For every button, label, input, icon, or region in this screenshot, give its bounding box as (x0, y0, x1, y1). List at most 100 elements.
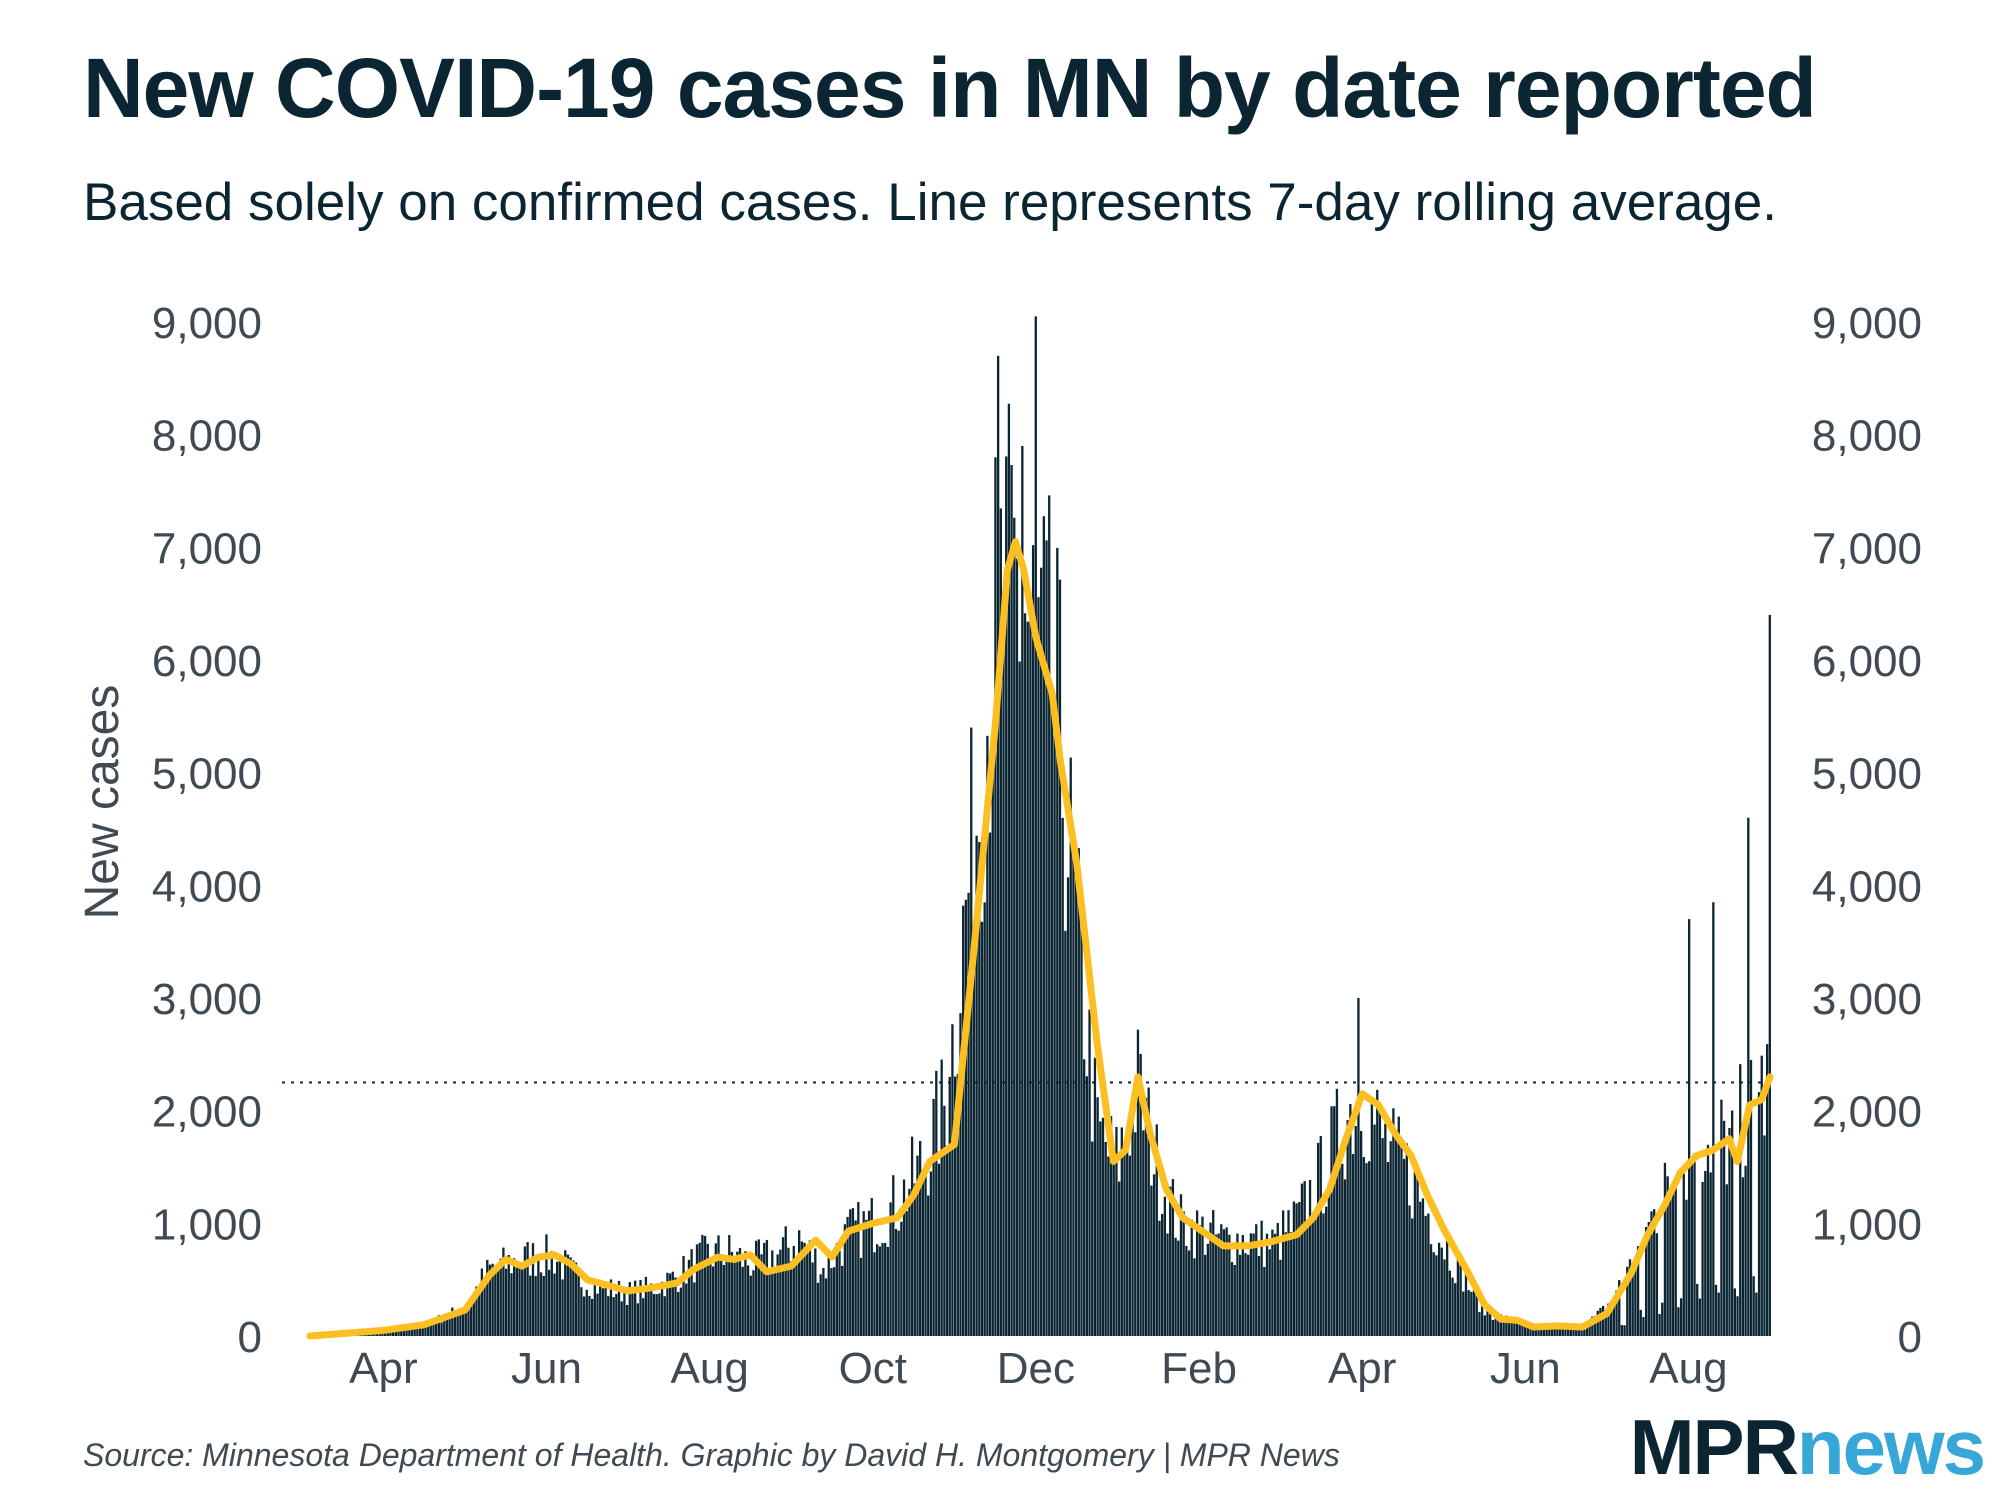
daily-case-bar (784, 1226, 787, 1336)
daily-case-bar (948, 1076, 951, 1336)
daily-case-bar (1389, 1141, 1392, 1336)
daily-case-bar (448, 1312, 451, 1336)
daily-case-bar (1429, 1244, 1433, 1336)
daily-case-bar (1220, 1224, 1223, 1336)
daily-case-bar (867, 1210, 871, 1336)
daily-case-bar (1373, 1124, 1376, 1336)
daily-case-bar (1123, 1144, 1126, 1336)
daily-case-bar (421, 1328, 424, 1336)
daily-case-bar (1169, 1186, 1172, 1336)
daily-case-bar (1386, 1162, 1390, 1336)
daily-case-bar (897, 1230, 900, 1336)
daily-case-bar (617, 1280, 621, 1336)
daily-case-bar (1604, 1312, 1607, 1336)
daily-case-bar (1005, 456, 1008, 1336)
daily-case-bar (1607, 1303, 1610, 1336)
daily-case-bar (534, 1276, 537, 1336)
daily-case-bar (518, 1268, 521, 1336)
daily-case-bar (574, 1262, 578, 1336)
daily-case-bar (728, 1235, 731, 1336)
daily-case-bar (1650, 1211, 1653, 1336)
daily-case-bar (1731, 1110, 1734, 1336)
daily-case-bar (1599, 1307, 1602, 1336)
daily-case-bar (746, 1265, 750, 1336)
daily-case-bar (1325, 1206, 1328, 1336)
daily-case-bar (1177, 1240, 1180, 1336)
daily-case-bar (1142, 1130, 1145, 1336)
daily-case-bar (644, 1276, 648, 1336)
daily-case-bar (1631, 1272, 1634, 1336)
x-axis: Apr Jun Aug Oct Dec Feb Apr Jun Aug (349, 1344, 1727, 1393)
daily-case-bar (875, 1244, 879, 1336)
daily-case-bar (717, 1235, 720, 1336)
daily-case-bar (835, 1243, 838, 1336)
daily-case-bar (1279, 1259, 1282, 1336)
daily-case-bar (1308, 1180, 1312, 1336)
daily-case-bar (480, 1268, 484, 1336)
daily-case-bar (959, 1013, 962, 1336)
daily-case-bar (1029, 599, 1032, 1336)
daily-case-bar (988, 832, 992, 1336)
daily-case-bar (773, 1272, 777, 1336)
daily-case-bar (564, 1250, 567, 1336)
daily-case-bar (1755, 1292, 1758, 1336)
daily-case-bar (1634, 1268, 1637, 1336)
daily-case-bar (413, 1326, 416, 1336)
x-tick-label: Feb (1161, 1344, 1237, 1393)
daily-case-bar (975, 835, 978, 1336)
daily-case-bar (467, 1303, 470, 1336)
daily-case-bar (1502, 1320, 1505, 1336)
daily-case-bar (1136, 1029, 1140, 1336)
daily-case-bar (1518, 1324, 1521, 1336)
daily-case-bar (1163, 1196, 1166, 1336)
daily-case-bar (1400, 1144, 1403, 1336)
daily-case-bar (910, 1136, 914, 1336)
daily-case-bar (666, 1272, 669, 1336)
daily-case-bar (1489, 1314, 1492, 1336)
daily-case-bar (1217, 1233, 1220, 1336)
daily-case-bar (623, 1292, 626, 1336)
daily-case-bar (945, 1145, 949, 1336)
daily-case-bar (1467, 1290, 1470, 1336)
daily-case-bar (1529, 1325, 1532, 1336)
daily-case-bar (816, 1282, 820, 1336)
daily-case-bar (908, 1188, 911, 1336)
daily-case-bar (1628, 1259, 1632, 1336)
daily-case-bar (499, 1258, 502, 1336)
daily-case-bar (418, 1324, 422, 1336)
daily-case-bar (1281, 1210, 1285, 1336)
daily-case-bar (1497, 1313, 1500, 1336)
daily-case-bar (1260, 1220, 1263, 1336)
daily-case-bar (1249, 1233, 1253, 1336)
daily-case-bar (900, 1221, 903, 1336)
daily-case-bar (1419, 1201, 1422, 1336)
daily-case-bar (1182, 1211, 1185, 1336)
daily-case-bar (1765, 1044, 1769, 1336)
daily-case-bar (991, 756, 994, 1336)
daily-case-bar (1653, 1209, 1656, 1336)
daily-case-bar (569, 1257, 572, 1336)
daily-case-bar (687, 1259, 691, 1336)
daily-case-bar (760, 1254, 763, 1336)
daily-case-bar (789, 1261, 793, 1336)
daily-case-bar (1072, 838, 1075, 1336)
daily-case-bar (1402, 1158, 1406, 1336)
daily-case-bar (435, 1323, 438, 1336)
daily-case-bar (819, 1274, 822, 1336)
daily-case-bar (408, 1328, 411, 1336)
daily-case-bar (601, 1288, 605, 1336)
daily-case-bar (1717, 1292, 1720, 1336)
y-axis-label: New cases (76, 685, 129, 920)
daily-case-bar (496, 1266, 500, 1336)
daily-case-bar (566, 1254, 570, 1336)
daily-case-bar (1179, 1194, 1183, 1336)
daily-case-bar (1446, 1241, 1449, 1336)
x-tick-label: Oct (839, 1344, 907, 1393)
daily-case-bar (1421, 1198, 1425, 1336)
daily-case-bar (1314, 1219, 1317, 1336)
daily-case-bar (553, 1273, 556, 1336)
daily-case-bar (1757, 1092, 1761, 1336)
daily-case-bar (523, 1246, 527, 1336)
daily-case-bar (1636, 1246, 1640, 1336)
daily-case-bar (962, 905, 965, 1336)
